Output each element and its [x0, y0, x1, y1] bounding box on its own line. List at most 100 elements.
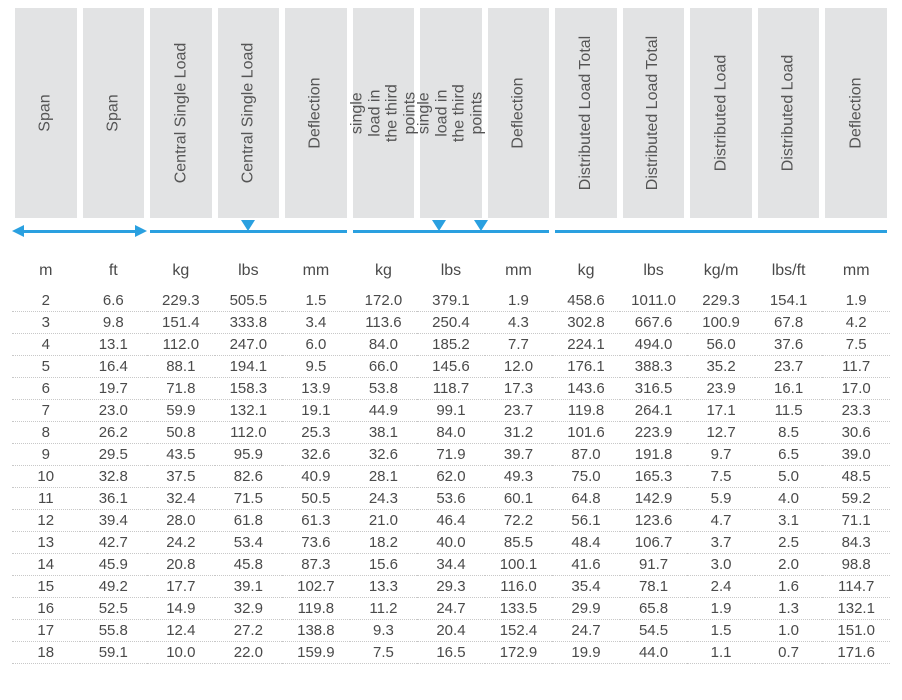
table-cell: 42.7	[80, 532, 148, 554]
table-cell: 113.6	[350, 312, 418, 334]
table-cell: 4.0	[755, 488, 823, 510]
table-cell: 16.4	[80, 356, 148, 378]
table-cell: 39.0	[822, 444, 890, 466]
table-cell: 32.4	[147, 488, 215, 510]
table-cell: 64.8	[552, 488, 620, 510]
table-cell: 21.0	[350, 510, 418, 532]
load-triangle-icon	[432, 220, 446, 231]
load-triangle-icon	[241, 220, 255, 231]
unit-label: lbs	[417, 246, 485, 290]
table-cell: 40.9	[282, 466, 350, 488]
table-cell: 99.1	[417, 400, 485, 422]
table-cell: 17	[12, 620, 80, 642]
table-cell: 1011.0	[620, 290, 688, 312]
table-cell: 23.0	[80, 400, 148, 422]
table-cell: 3.7	[687, 532, 755, 554]
table-row: 1032.837.582.640.928.162.049.375.0165.37…	[12, 466, 890, 488]
table-cell: 4.7	[687, 510, 755, 532]
table-cell: 44.0	[620, 642, 688, 664]
table-cell: 158.3	[215, 378, 283, 400]
table-cell: 34.4	[417, 554, 485, 576]
table-cell: 48.5	[822, 466, 890, 488]
table-cell: 138.8	[282, 620, 350, 642]
table-cell: 24.7	[417, 598, 485, 620]
table-cell: 1.9	[485, 290, 553, 312]
table-cell: 132.1	[215, 400, 283, 422]
table-cell: 14	[12, 554, 80, 576]
table-cell: 6.5	[755, 444, 823, 466]
table-row: 39.8151.4333.83.4113.6250.44.3302.8667.6…	[12, 312, 890, 334]
table-cell: 8.5	[755, 422, 823, 444]
table-cell: 172.0	[350, 290, 418, 312]
load-line	[819, 230, 887, 233]
table-cell: 37.6	[755, 334, 823, 356]
table-row: 826.250.8112.025.338.184.031.2101.6223.9…	[12, 422, 890, 444]
table-cell: 66.0	[350, 356, 418, 378]
table-cell: 379.1	[417, 290, 485, 312]
table-cell: 13.1	[80, 334, 148, 356]
table-cell: 87.3	[282, 554, 350, 576]
unit-label: mm	[822, 246, 890, 290]
table-cell: 12.4	[147, 620, 215, 642]
table-cell: 264.1	[620, 400, 688, 422]
table-cell: 36.1	[80, 488, 148, 510]
table-cell: 102.7	[282, 576, 350, 598]
table-cell: 172.9	[485, 642, 553, 664]
table-cell: 2.4	[687, 576, 755, 598]
table-cell: 61.3	[282, 510, 350, 532]
table-cell: 29.3	[417, 576, 485, 598]
table-cell: 494.0	[620, 334, 688, 356]
unit-label: m	[12, 246, 80, 290]
load-table: SpanSpanCentral Single LoadCentral Singl…	[12, 8, 890, 664]
table-cell: 505.5	[215, 290, 283, 312]
table-cell: 154.1	[755, 290, 823, 312]
span-arrow	[22, 230, 83, 233]
table-cell: 116.0	[485, 576, 553, 598]
load-line	[353, 230, 421, 233]
table-cell: 3.1	[755, 510, 823, 532]
table-cell: 229.3	[687, 290, 755, 312]
table-cell: 50.5	[282, 488, 350, 510]
table-cell: 28.1	[350, 466, 418, 488]
table-cell: 1.5	[687, 620, 755, 642]
table-cell: 11	[12, 488, 80, 510]
table-cell: 151.4	[147, 312, 215, 334]
table-cell: 46.4	[417, 510, 485, 532]
table-cell: 7.5	[350, 642, 418, 664]
table-cell: 667.6	[620, 312, 688, 334]
table-cell: 165.3	[620, 466, 688, 488]
column-header: single load in the third points	[416, 82, 486, 144]
table-cell: 91.7	[620, 554, 688, 576]
table-cell: 1.5	[282, 290, 350, 312]
table-cell: 24.2	[147, 532, 215, 554]
table-cell: 7.5	[687, 466, 755, 488]
table-cell: 4.3	[485, 312, 553, 334]
table-cell: 71.9	[417, 444, 485, 466]
table-cell: 28.0	[147, 510, 215, 532]
table-cell: 27.2	[215, 620, 283, 642]
table-cell: 59.9	[147, 400, 215, 422]
table-cell: 224.1	[552, 334, 620, 356]
table-cell: 152.4	[485, 620, 553, 642]
span-arrow	[77, 230, 138, 233]
load-line	[482, 230, 550, 233]
table-cell: 250.4	[417, 312, 485, 334]
table-cell: 5	[12, 356, 80, 378]
table-cell: 84.3	[822, 532, 890, 554]
arrow-right-icon	[135, 225, 147, 237]
load-line	[555, 230, 623, 233]
column-header: Deflection	[509, 77, 527, 148]
table-row: 26.6229.3505.51.5172.0379.11.9458.61011.…	[12, 290, 890, 312]
table-cell: 39.1	[215, 576, 283, 598]
table-cell: 20.4	[417, 620, 485, 642]
table-row: 929.543.595.932.632.671.939.787.0191.89.…	[12, 444, 890, 466]
table-cell: 17.1	[687, 400, 755, 422]
table-cell: 59.1	[80, 642, 148, 664]
table-cell: 12.0	[485, 356, 553, 378]
table-cell: 29.5	[80, 444, 148, 466]
table-cell: 71.1	[822, 510, 890, 532]
table-cell: 56.1	[552, 510, 620, 532]
table-cell: 1.9	[822, 290, 890, 312]
table-cell: 26.2	[80, 422, 148, 444]
table-cell: 2	[12, 290, 80, 312]
